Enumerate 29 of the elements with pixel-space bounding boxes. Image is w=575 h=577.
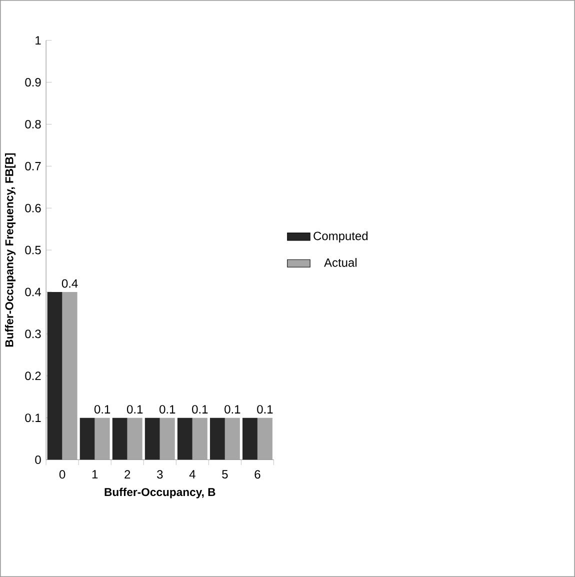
y-tick-label: 0.2 [25, 372, 41, 380]
x-tick-label: 1 [92, 470, 98, 478]
x-tick-label: 0 [59, 470, 66, 479]
legend-label: Computed [314, 231, 368, 243]
data-label: 0.1 [160, 405, 176, 414]
x-tick-label: 6 [254, 470, 260, 479]
x-tick-label: 2 [124, 470, 130, 479]
y-tick-label: 0.6 [25, 204, 41, 212]
x-tick-label: 5 [222, 470, 228, 479]
data-label: 0.1 [126, 405, 143, 414]
y-tick-label: 0.8 [25, 120, 41, 128]
y-tick-label: 0.9 [25, 78, 41, 87]
y-axis-title: Buffer-Occupancy Frequency, FB[B] [4, 153, 16, 347]
y-tick-label: 0.1 [25, 414, 41, 422]
data-label: 0.4 [62, 279, 78, 288]
x-tick-label: 3 [157, 470, 163, 479]
y-tick-label: 0.7 [25, 162, 41, 170]
data-label: 0.1 [224, 405, 240, 414]
y-tick-label: 0.3 [25, 330, 41, 338]
y-tick-label: 0.5 [25, 246, 41, 254]
data-label: 0.1 [192, 405, 208, 414]
legend-label: Actual [324, 258, 357, 267]
y-tick-label: 1 [36, 36, 41, 44]
x-axis-title: Buffer-Occupancy, B [104, 488, 216, 498]
y-tick-label: 0.4 [25, 288, 41, 296]
x-tick-label: 4 [189, 470, 196, 478]
y-tick-label: 0 [35, 456, 41, 464]
data-label: 0.1 [94, 405, 110, 414]
data-label: 0.1 [257, 405, 273, 414]
